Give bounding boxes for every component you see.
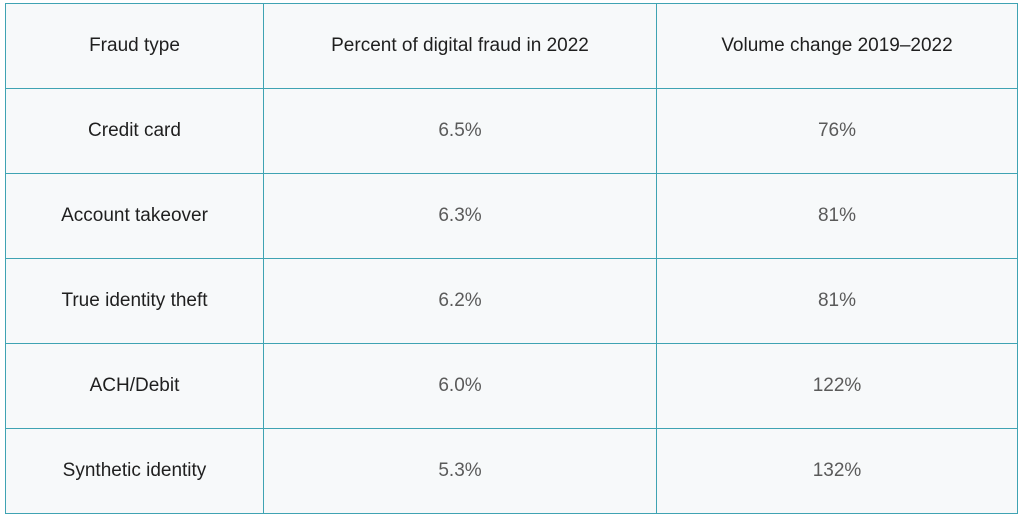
table-row: True identity theft 6.2% 81% (5, 258, 1018, 344)
cell-volume-change: 81% (656, 258, 1018, 344)
header-percent-digital-fraud: Percent of digital fraud in 2022 (263, 3, 657, 89)
cell-fraud-type: Credit card (5, 88, 264, 174)
cell-volume-change: 132% (656, 428, 1018, 514)
table-row: Account takeover 6.3% 81% (5, 173, 1018, 259)
fraud-type-table: Fraud type Percent of digital fraud in 2… (5, 3, 1018, 514)
header-fraud-type: Fraud type (5, 3, 264, 89)
table-row: Synthetic identity 5.3% 132% (5, 428, 1018, 514)
cell-volume-change: 76% (656, 88, 1018, 174)
cell-fraud-type: Synthetic identity (5, 428, 264, 514)
cell-percent: 6.5% (263, 88, 657, 174)
fraud-table-container: Fraud type Percent of digital fraud in 2… (5, 3, 1018, 514)
cell-fraud-type: True identity theft (5, 258, 264, 344)
cell-volume-change: 81% (656, 173, 1018, 259)
cell-percent: 6.2% (263, 258, 657, 344)
table-row: Credit card 6.5% 76% (5, 88, 1018, 174)
cell-percent: 6.3% (263, 173, 657, 259)
cell-percent: 6.0% (263, 343, 657, 429)
header-volume-change: Volume change 2019–2022 (656, 3, 1018, 89)
table-row: ACH/Debit 6.0% 122% (5, 343, 1018, 429)
cell-volume-change: 122% (656, 343, 1018, 429)
cell-fraud-type: Account takeover (5, 173, 264, 259)
table-header-row: Fraud type Percent of digital fraud in 2… (5, 3, 1018, 89)
cell-fraud-type: ACH/Debit (5, 343, 264, 429)
cell-percent: 5.3% (263, 428, 657, 514)
